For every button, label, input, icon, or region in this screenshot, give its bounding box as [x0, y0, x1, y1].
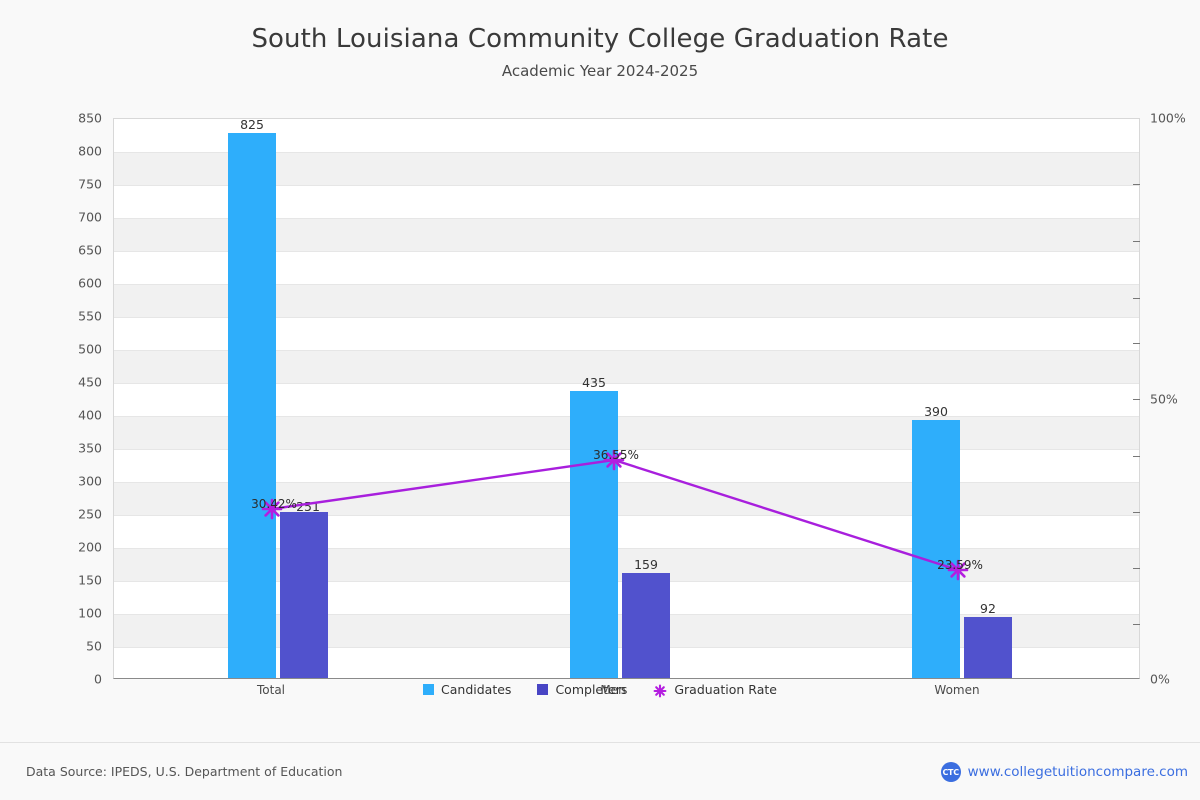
right-axis-minor-tick [1133, 568, 1140, 569]
gridline [114, 251, 1139, 252]
left-value-axis: 850 800 750 700 650 600 550 500 450 400 … [0, 111, 110, 687]
legend-item-graduation-rate[interactable]: Graduation Rate [653, 682, 777, 697]
legend-item-completers[interactable]: Completers [537, 682, 627, 697]
gridline [114, 152, 1139, 153]
right-axis-minor-tick [1133, 298, 1140, 299]
y-axis-tick-650: 650 [78, 242, 102, 258]
right-percent-axis: 100% 50% 0% [1133, 111, 1200, 687]
y-axis-tick-700: 700 [78, 209, 102, 225]
gridline [114, 317, 1139, 318]
plot-band [114, 284, 1139, 317]
brand-url-link[interactable]: www.collegetuitioncompare.com [967, 764, 1188, 780]
legend-label-completers: Completers [555, 682, 628, 697]
gridline [114, 449, 1139, 450]
y-axis-tick-550: 550 [78, 308, 102, 324]
right-axis-minor-tick [1133, 343, 1140, 344]
bar-total-candidates[interactable] [228, 133, 276, 678]
x-axis-label-women: Women [934, 683, 980, 697]
square-icon [537, 684, 549, 695]
bar-women-completers[interactable] [964, 617, 1012, 678]
y-axis-tick-850: 850 [78, 110, 102, 126]
gridline [114, 185, 1139, 186]
y-axis-tick-450: 450 [78, 374, 102, 390]
rate-label-women: 23.59% [937, 558, 983, 572]
bar-value-women-completers: 92 [980, 601, 996, 616]
bar-men-candidates[interactable] [570, 391, 618, 678]
right-axis-tick-50: 50% [1150, 391, 1178, 407]
legend-label-candidates: Candidates [441, 682, 512, 697]
plot-band [114, 416, 1139, 449]
bar-value-total-candidates: 825 [240, 117, 264, 132]
right-axis-minor-tick [1133, 512, 1140, 513]
y-axis-tick-200: 200 [78, 539, 102, 555]
y-axis-tick-800: 800 [78, 143, 102, 159]
chart-legend: Candidates Completers Graduation Rate [0, 682, 1200, 697]
gridline [114, 350, 1139, 351]
ctc-logo-icon: CTC [940, 762, 961, 782]
bar-value-total-completers: 251 [296, 499, 320, 514]
gridline [114, 416, 1139, 417]
asterisk-icon [653, 683, 667, 697]
gridline [114, 218, 1139, 219]
right-axis-tick-100: 100% [1150, 110, 1186, 126]
y-axis-tick-300: 300 [78, 473, 102, 489]
x-axis-label-total: Total [256, 683, 286, 697]
brand-footer[interactable]: CTC www.collegetuitioncompare.com [940, 762, 1188, 782]
y-axis-tick-150: 150 [78, 572, 102, 588]
bar-total-completers[interactable] [280, 512, 328, 678]
bar-value-women-candidates: 390 [924, 404, 948, 419]
right-axis-minor-tick [1133, 624, 1140, 625]
page-title: South Louisiana Community College Gradua… [251, 24, 949, 54]
y-axis-tick-400: 400 [78, 407, 102, 423]
right-axis-minor-tick [1133, 399, 1140, 400]
footer-divider [0, 742, 1200, 743]
chart-subtitle: Academic Year 2024-2025 [501, 62, 699, 80]
bar-women-candidates[interactable] [912, 420, 960, 678]
legend-label-graduation-rate: Graduation Rate [674, 682, 777, 697]
square-icon [423, 684, 435, 695]
right-axis-minor-tick [1133, 184, 1140, 185]
bar-value-men-completers: 159 [634, 557, 658, 572]
x-axis-label-men: Men [600, 683, 626, 697]
y-axis-tick-100: 100 [78, 605, 102, 621]
right-axis-tick-0: 0% [1150, 671, 1170, 687]
y-axis-tick-0: 0 [94, 671, 102, 687]
rate-label-total: 30.42% [251, 497, 297, 511]
legend-item-candidates[interactable]: Candidates [423, 682, 511, 697]
y-axis-tick-50: 50 [86, 638, 102, 654]
gridline [114, 284, 1139, 285]
gridline [114, 383, 1139, 384]
y-axis-tick-500: 500 [78, 341, 102, 357]
bar-men-completers[interactable] [622, 573, 670, 678]
plot-band [114, 152, 1139, 185]
plot-band [114, 218, 1139, 251]
y-axis-tick-750: 750 [78, 176, 102, 192]
x-category-axis: Total Men Women [113, 681, 1140, 707]
bar-value-men-candidates: 435 [582, 375, 606, 390]
y-axis-tick-600: 600 [78, 275, 102, 291]
rate-label-men: 36.55% [593, 448, 639, 462]
data-source-text: Data Source: IPEDS, U.S. Department of E… [26, 764, 343, 779]
right-axis-minor-tick [1133, 456, 1140, 457]
plot-band [114, 350, 1139, 383]
y-axis-tick-250: 250 [78, 506, 102, 522]
plot-area: 825 251 435 159 390 92 [113, 117, 1140, 679]
right-axis-minor-tick [1133, 241, 1140, 242]
y-axis-tick-350: 350 [78, 440, 102, 456]
